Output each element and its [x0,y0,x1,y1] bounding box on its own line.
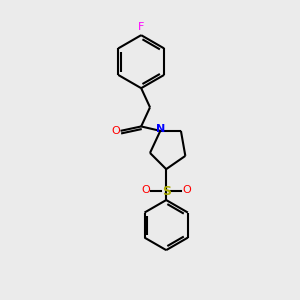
Text: N: N [156,124,166,134]
Text: S: S [162,185,171,198]
Text: O: O [141,185,150,195]
Text: O: O [182,185,191,195]
Text: O: O [112,126,121,136]
Text: F: F [138,22,144,32]
